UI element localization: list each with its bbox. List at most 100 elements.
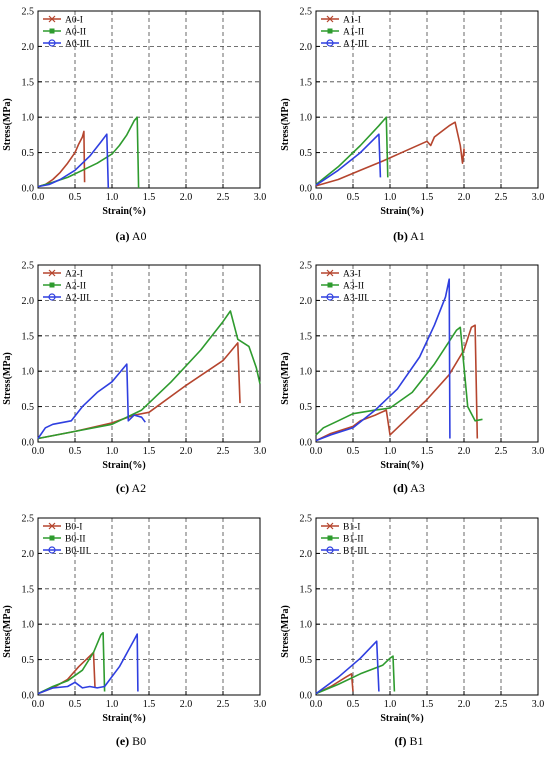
caption-name: A2 (129, 481, 146, 495)
x-tick-label: 2.0 (180, 699, 193, 710)
legend-label: A1-I (343, 16, 361, 26)
caption-letter: (f) (394, 734, 406, 748)
panel-caption: (b) A1 (393, 229, 425, 243)
legend-item-B0-II: B0-II (43, 535, 86, 545)
caption-name: A0 (129, 229, 146, 243)
series-line-B1-II (315, 655, 396, 695)
legend-label: B1-III (343, 547, 367, 557)
legend-marker (327, 535, 333, 541)
legend-marker (326, 522, 334, 530)
caption-letter: (c) (116, 481, 129, 495)
chart-A1: 0.0 0.5 1.0 1.5 2.0 2.5 3.0 0.0 0.5 1.0 1.5 2.0 2.5 S… (280, 7, 544, 244)
legend-item-A2-I: A2-I (43, 270, 83, 280)
caption-letter: (b) (393, 229, 408, 243)
legend-item-A3-I: A3-I (321, 270, 361, 280)
x-tick-label: 3.0 (532, 192, 545, 203)
legend-item-B1-I: B1-I (321, 523, 360, 533)
panel-caption: (d) A3 (393, 481, 425, 495)
x-tick-label: 0.5 (69, 446, 82, 457)
x-tick-label: 1.5 (421, 446, 434, 457)
y-tick-label: 1.5 (300, 584, 313, 595)
y-tick-label: 2.5 (22, 7, 35, 18)
panel-caption: (e) B0 (116, 734, 146, 748)
y-tick-label: 2.5 (22, 261, 35, 272)
x-tick-label: 1.0 (384, 446, 397, 457)
y-axis-label: Stress(MPa) (280, 352, 291, 405)
x-tick-label: 2.0 (458, 699, 471, 710)
y-tick-label: 2.0 (300, 42, 313, 53)
series-line-A2-III (37, 363, 146, 439)
legend-item-A2-III: A2-III (43, 293, 89, 304)
y-tick-label: 2.0 (22, 549, 35, 560)
caption-name: B0 (129, 734, 146, 748)
x-tick-label: 1.0 (384, 699, 397, 710)
y-axis-label: Stress(MPa) (2, 98, 13, 151)
legend-marker (327, 282, 333, 288)
y-tick-label: 2.0 (22, 42, 35, 53)
x-tick-label: 0.5 (347, 192, 360, 203)
series-line-A1-I (315, 121, 465, 187)
legend-marker (48, 546, 56, 554)
legend-item-B0-III: B0-III (43, 546, 89, 557)
y-tick-label: 2.5 (300, 261, 313, 272)
series-line-B1-III (315, 640, 380, 695)
x-tick-label: 2.5 (495, 192, 508, 203)
caption-letter: (e) (116, 734, 129, 748)
legend-label: A0-I (65, 16, 83, 26)
series-line-A3-I (315, 324, 479, 442)
x-axis-label: Strain(%) (380, 460, 423, 471)
legend-label: B0-II (65, 535, 86, 545)
x-tick-label: 2.5 (217, 446, 230, 457)
x-axis-label: Strain(%) (102, 713, 145, 724)
legend-item-B0-I: B0-I (43, 523, 82, 533)
y-tick-label: 1.5 (22, 331, 35, 342)
legend-item-A0-I: A0-I (43, 16, 83, 26)
legend-label: A2-III (65, 294, 89, 304)
x-tick-label: 2.0 (180, 192, 193, 203)
y-axis-label: Stress(MPa) (2, 605, 13, 658)
y-tick-label: 2.5 (300, 514, 313, 525)
series-line-B0-II (37, 631, 106, 695)
legend-item-A0-III: A0-III (43, 39, 89, 50)
chart-B0: 0.0 0.5 1.0 1.5 2.0 2.5 3.0 0.0 0.5 1.0 1.5 2.0 2.5 S… (2, 514, 266, 749)
x-tick-label: 2.0 (458, 192, 471, 203)
legend-item-A1-III: A1-III (321, 39, 367, 50)
legend-label: B1-II (343, 535, 364, 545)
y-tick-label: 0.5 (22, 402, 35, 413)
legend-label: A0-II (65, 28, 86, 38)
caption-letter: (d) (393, 481, 408, 495)
legend-label: A1-III (343, 40, 367, 50)
legend-marker (326, 293, 334, 301)
legend-label: A2-I (65, 270, 83, 280)
x-tick-label: 3.0 (532, 446, 545, 457)
y-tick-label: 2.0 (22, 296, 35, 307)
caption-name: A1 (408, 229, 425, 243)
y-tick-label: 1.0 (300, 113, 313, 124)
chart-A0: 0.0 0.5 1.0 1.5 2.0 2.5 3.0 0.0 0.5 1.0 1.5 2.0 2.5 S… (2, 7, 266, 244)
legend-item-A3-II: A3-II (321, 282, 364, 292)
y-tick-label: 1.5 (22, 77, 35, 88)
legend-marker (49, 282, 55, 288)
x-tick-label: 0.0 (310, 192, 323, 203)
x-tick-label: 3.0 (254, 446, 267, 457)
x-tick-label: 0.5 (347, 446, 360, 457)
series-line-A3-II (315, 326, 483, 436)
panel-caption: (a) A0 (115, 229, 146, 243)
x-tick-label: 1.5 (143, 699, 156, 710)
y-tick-label: 1.5 (300, 331, 313, 342)
x-tick-label: 1.5 (421, 699, 434, 710)
y-tick-label: 0.0 (300, 438, 313, 449)
caption-name: B1 (406, 734, 423, 748)
series-line-A2-II (37, 310, 261, 440)
legend-marker (326, 39, 334, 47)
y-axis-label: Stress(MPa) (280, 605, 291, 658)
legend-marker (48, 15, 56, 23)
legend-marker (48, 522, 56, 530)
chart-A2: 0.0 0.5 1.0 1.5 2.0 2.5 3.0 0.0 0.5 1.0 1.5 2.0 2.5 S… (2, 261, 266, 496)
legend-label: A0-III (65, 40, 89, 50)
x-tick-label: 1.5 (143, 446, 156, 457)
legend-marker (49, 28, 55, 34)
legend-item-A1-II: A1-II (321, 28, 364, 38)
legend-item-B1-II: B1-II (321, 535, 364, 545)
